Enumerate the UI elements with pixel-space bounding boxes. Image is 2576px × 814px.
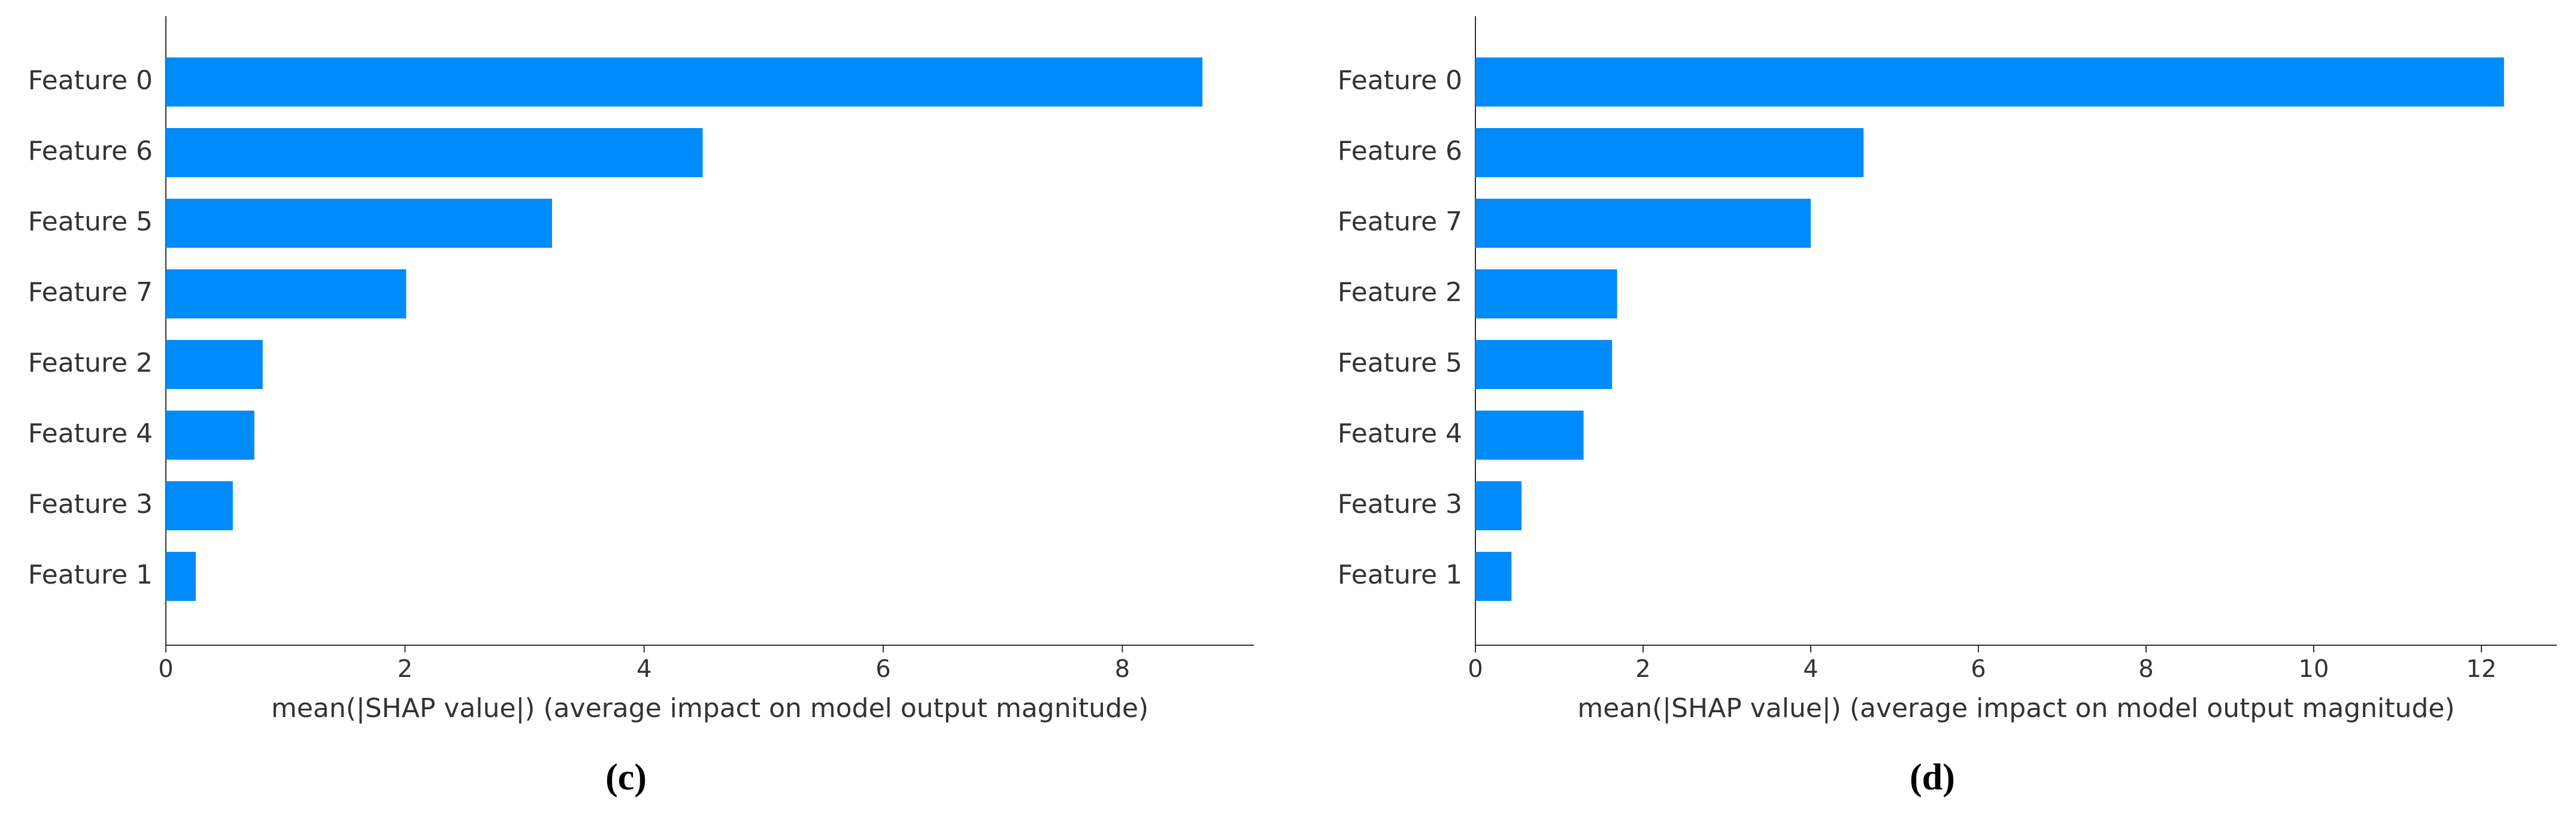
y-tick-label: Feature 6 (28, 136, 153, 166)
bar (1475, 269, 1617, 318)
bar (1475, 340, 1613, 389)
y-tick-label: Feature 4 (28, 418, 153, 449)
bar (1475, 199, 1811, 248)
x-axis-label: mean(|SHAP value|) (average impact on mo… (1577, 693, 2454, 724)
x-tick-label: 6 (1971, 655, 1986, 683)
y-tick-label: Feature 7 (28, 277, 153, 308)
x-tick-label: 0 (158, 655, 173, 683)
y-tick-label: Feature 2 (28, 348, 153, 378)
bar (166, 57, 1203, 107)
y-tick-label: Feature 3 (28, 489, 153, 520)
bar (166, 481, 233, 530)
x-axis-label: mean(|SHAP value|) (average impact on mo… (271, 693, 1148, 724)
bar (166, 552, 196, 601)
bar (1475, 481, 1522, 530)
y-tick-label: Feature 5 (1338, 348, 1462, 378)
caption: (d) (1910, 757, 1955, 798)
x-tick-label: 0 (1468, 655, 1483, 683)
x-tick-label: 4 (637, 655, 651, 683)
caption: (c) (605, 757, 647, 798)
y-tick-label: Feature 7 (1338, 206, 1462, 237)
x-tick-label: 4 (1803, 655, 1818, 683)
bar (166, 269, 407, 318)
y-tick-label: Feature 1 (28, 560, 153, 590)
x-tick-label: 8 (2138, 655, 2153, 683)
bar (1475, 57, 2504, 107)
y-tick-label: Feature 1 (1338, 560, 1462, 590)
y-tick-label: Feature 3 (1338, 489, 1462, 520)
bar (1475, 128, 1864, 177)
x-tick-label: 6 (875, 655, 890, 683)
x-tick-label: 2 (398, 655, 413, 683)
x-tick-label: 8 (1115, 655, 1130, 683)
bar (1475, 411, 1584, 460)
y-tick-label: Feature 0 (1338, 65, 1462, 96)
y-tick-label: Feature 5 (28, 206, 153, 237)
y-tick-label: Feature 6 (1338, 136, 1462, 166)
y-tick-label: Feature 0 (28, 65, 153, 96)
y-tick-label: Feature 2 (1338, 277, 1462, 308)
x-tick-label: 10 (2299, 655, 2329, 683)
x-tick-label: 12 (2466, 655, 2497, 683)
bar (166, 411, 254, 460)
bar (166, 340, 263, 389)
bar (1475, 552, 1512, 601)
bar (166, 199, 552, 248)
bar (166, 128, 703, 177)
x-tick-label: 2 (1635, 655, 1650, 683)
y-tick-label: Feature 4 (1338, 418, 1462, 449)
